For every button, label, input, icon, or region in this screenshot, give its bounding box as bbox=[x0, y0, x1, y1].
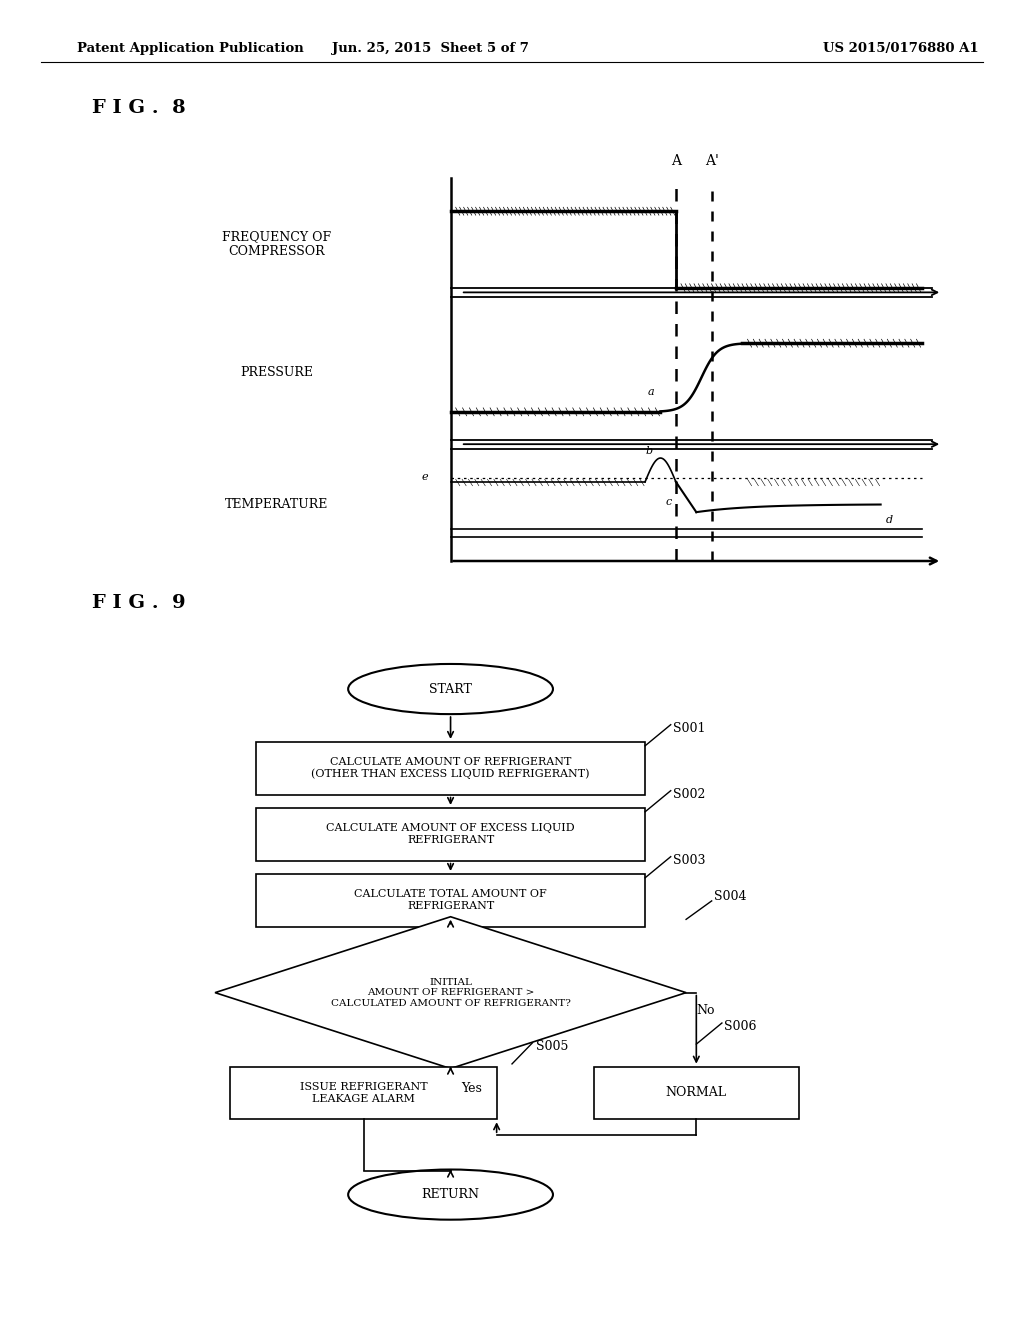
Bar bbox=[256, 742, 645, 795]
Ellipse shape bbox=[348, 664, 553, 714]
Text: Yes: Yes bbox=[461, 1082, 481, 1096]
Text: S006: S006 bbox=[724, 1020, 757, 1034]
Text: b: b bbox=[645, 446, 652, 457]
Text: CALCULATE TOTAL AMOUNT OF
REFRIGERANT: CALCULATE TOTAL AMOUNT OF REFRIGERANT bbox=[354, 890, 547, 911]
Text: a: a bbox=[647, 387, 653, 397]
Text: START: START bbox=[429, 682, 472, 696]
Bar bbox=[230, 1067, 497, 1119]
Text: d: d bbox=[886, 515, 893, 525]
Bar bbox=[256, 808, 645, 861]
Text: CALCULATE AMOUNT OF REFRIGERANT
(OTHER THAN EXCESS LIQUID REFRIGERANT): CALCULATE AMOUNT OF REFRIGERANT (OTHER T… bbox=[311, 758, 590, 779]
Text: A': A' bbox=[705, 153, 719, 168]
Text: RETURN: RETURN bbox=[422, 1188, 479, 1201]
Text: F I G .  9: F I G . 9 bbox=[92, 594, 185, 612]
Text: S005: S005 bbox=[536, 1040, 568, 1053]
Text: F I G .  8: F I G . 8 bbox=[92, 99, 185, 117]
Text: Patent Application Publication: Patent Application Publication bbox=[77, 42, 303, 55]
Text: S004: S004 bbox=[714, 891, 746, 903]
Text: CALCULATE AMOUNT OF EXCESS LIQUID
REFRIGERANT: CALCULATE AMOUNT OF EXCESS LIQUID REFRIG… bbox=[327, 824, 574, 845]
Text: ISSUE REFRIGERANT
LEAKAGE ALARM: ISSUE REFRIGERANT LEAKAGE ALARM bbox=[300, 1082, 427, 1104]
Text: TEMPERATURE: TEMPERATURE bbox=[225, 499, 328, 511]
Text: e: e bbox=[422, 471, 428, 482]
Text: S001: S001 bbox=[673, 722, 706, 735]
Text: S003: S003 bbox=[673, 854, 706, 867]
Bar bbox=[256, 874, 645, 927]
Text: Jun. 25, 2015  Sheet 5 of 7: Jun. 25, 2015 Sheet 5 of 7 bbox=[332, 42, 528, 55]
Text: c: c bbox=[666, 496, 672, 507]
Text: US 2015/0176880 A1: US 2015/0176880 A1 bbox=[823, 42, 979, 55]
Polygon shape bbox=[215, 916, 686, 1069]
Text: No: No bbox=[696, 1003, 715, 1016]
Text: A: A bbox=[671, 153, 681, 168]
Bar bbox=[594, 1067, 799, 1119]
Text: S002: S002 bbox=[673, 788, 706, 801]
Text: FREQUENCY OF
COMPRESSOR: FREQUENCY OF COMPRESSOR bbox=[222, 230, 331, 259]
Text: INITIAL
AMOUNT OF REFRIGERANT >
CALCULATED AMOUNT OF REFRIGERANT?: INITIAL AMOUNT OF REFRIGERANT > CALCULAT… bbox=[331, 978, 570, 1007]
Text: PRESSURE: PRESSURE bbox=[240, 367, 313, 379]
Text: NORMAL: NORMAL bbox=[666, 1086, 727, 1100]
Ellipse shape bbox=[348, 1170, 553, 1220]
